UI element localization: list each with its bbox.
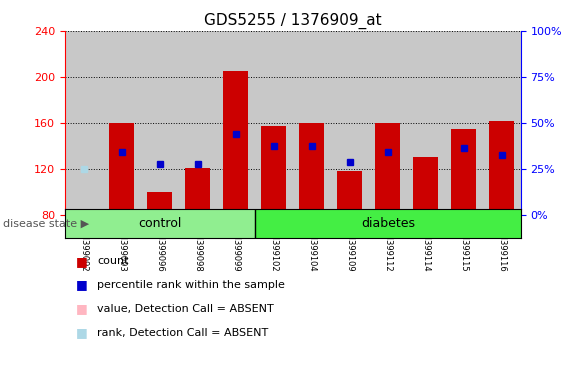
Text: percentile rank within the sample: percentile rank within the sample bbox=[97, 280, 285, 290]
Bar bbox=[413, 157, 438, 215]
Bar bbox=[445, 31, 483, 215]
Bar bbox=[224, 71, 248, 215]
Bar bbox=[103, 31, 141, 215]
Text: ■: ■ bbox=[76, 278, 88, 291]
Bar bbox=[261, 126, 286, 215]
Text: value, Detection Call = ABSENT: value, Detection Call = ABSENT bbox=[97, 304, 274, 314]
Text: disease state ▶: disease state ▶ bbox=[3, 218, 89, 229]
Bar bbox=[217, 31, 254, 215]
Text: ■: ■ bbox=[76, 302, 88, 315]
Bar bbox=[483, 31, 521, 215]
Bar bbox=[148, 192, 172, 215]
Text: rank, Detection Call = ABSENT: rank, Detection Call = ABSENT bbox=[97, 328, 269, 338]
Bar bbox=[407, 31, 445, 215]
Title: GDS5255 / 1376909_at: GDS5255 / 1376909_at bbox=[204, 13, 382, 29]
Bar bbox=[185, 168, 210, 215]
Bar bbox=[489, 121, 514, 215]
Bar bbox=[65, 209, 254, 238]
Bar bbox=[179, 31, 217, 215]
Bar bbox=[254, 209, 521, 238]
Text: ■: ■ bbox=[76, 255, 88, 268]
Bar bbox=[293, 31, 331, 215]
Bar bbox=[141, 31, 179, 215]
Text: count: count bbox=[97, 256, 129, 266]
Bar bbox=[331, 31, 369, 215]
Bar bbox=[72, 213, 96, 215]
Bar bbox=[254, 31, 293, 215]
Text: ■: ■ bbox=[76, 326, 88, 339]
Bar bbox=[452, 129, 476, 215]
Bar bbox=[300, 123, 324, 215]
Text: diabetes: diabetes bbox=[361, 217, 415, 230]
Bar bbox=[369, 31, 406, 215]
Bar bbox=[337, 171, 362, 215]
Bar bbox=[376, 123, 400, 215]
Bar bbox=[65, 31, 103, 215]
Text: control: control bbox=[138, 217, 181, 230]
Bar bbox=[109, 123, 134, 215]
